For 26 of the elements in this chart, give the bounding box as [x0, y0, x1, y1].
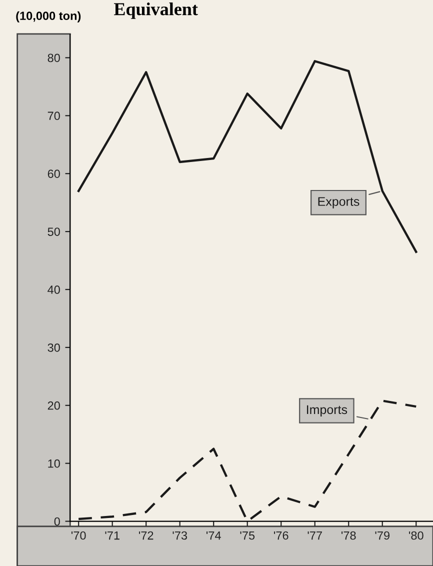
x-tick-label: '76	[274, 531, 288, 540]
y-tick-label: 20	[48, 401, 60, 410]
x-tick-label: '72	[139, 531, 154, 540]
series-label: Exports	[318, 197, 360, 208]
y-tick-label: 30	[48, 343, 60, 352]
x-tick-label: '78	[342, 531, 356, 540]
y-tick-label: 40	[48, 286, 60, 294]
y-tick-label: 80	[48, 54, 60, 62]
line-series	[77, 60, 418, 253]
x-tick-label: '73	[172, 531, 188, 540]
line-series	[77, 400, 418, 522]
x-tick-label: '77	[308, 531, 322, 540]
x-tick-label: '80	[409, 531, 424, 540]
y-tick-label: 60	[48, 170, 60, 178]
y-tick-label: 70	[48, 112, 60, 120]
x-tick-label: '74	[206, 531, 221, 540]
y-tick-label: 10	[48, 459, 60, 468]
y-axis-title: (10,000 ton)	[16, 11, 81, 22]
chart-title: Equivalent	[114, 2, 198, 19]
x-tick-label: '75	[240, 531, 255, 540]
x-tick-label: '71	[105, 531, 120, 540]
y-tick-label: 50	[48, 228, 60, 236]
x-tick-label: '70	[71, 531, 86, 540]
y-tick-label: 0	[54, 517, 60, 526]
x-tick-label: '79	[375, 531, 390, 540]
series-label: Imports	[306, 405, 348, 417]
